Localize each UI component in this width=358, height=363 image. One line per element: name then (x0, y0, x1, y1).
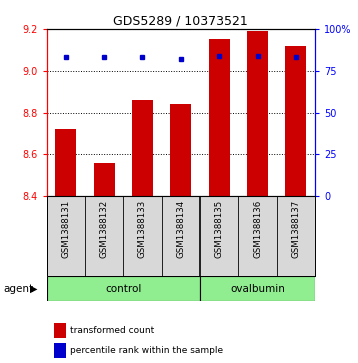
Bar (247, 31, 268, 196)
Text: transformed count: transformed count (70, 326, 154, 335)
Text: control: control (105, 284, 141, 294)
Text: agent: agent (4, 284, 34, 294)
Text: GSM1388136: GSM1388136 (253, 200, 262, 258)
Text: percentile rank within the sample: percentile rank within the sample (70, 346, 223, 355)
Text: ▶: ▶ (30, 284, 38, 294)
Bar (285, 46, 306, 196)
Bar (132, 100, 153, 196)
Text: GSM1388132: GSM1388132 (100, 200, 108, 258)
Text: GSM1388131: GSM1388131 (61, 200, 70, 258)
Title: GDS5289 / 10373521: GDS5289 / 10373521 (113, 15, 248, 28)
Bar (93, 163, 115, 196)
Text: ovalbumin: ovalbumin (230, 284, 285, 294)
Text: GSM1388133: GSM1388133 (138, 200, 147, 258)
Bar (170, 104, 191, 196)
Text: GSM1388135: GSM1388135 (215, 200, 224, 258)
Text: GSM1388134: GSM1388134 (176, 200, 185, 258)
Bar (55, 129, 76, 196)
Bar (209, 40, 230, 196)
Bar (47, 276, 200, 301)
Bar (200, 276, 315, 301)
Text: GSM1388137: GSM1388137 (291, 200, 300, 258)
